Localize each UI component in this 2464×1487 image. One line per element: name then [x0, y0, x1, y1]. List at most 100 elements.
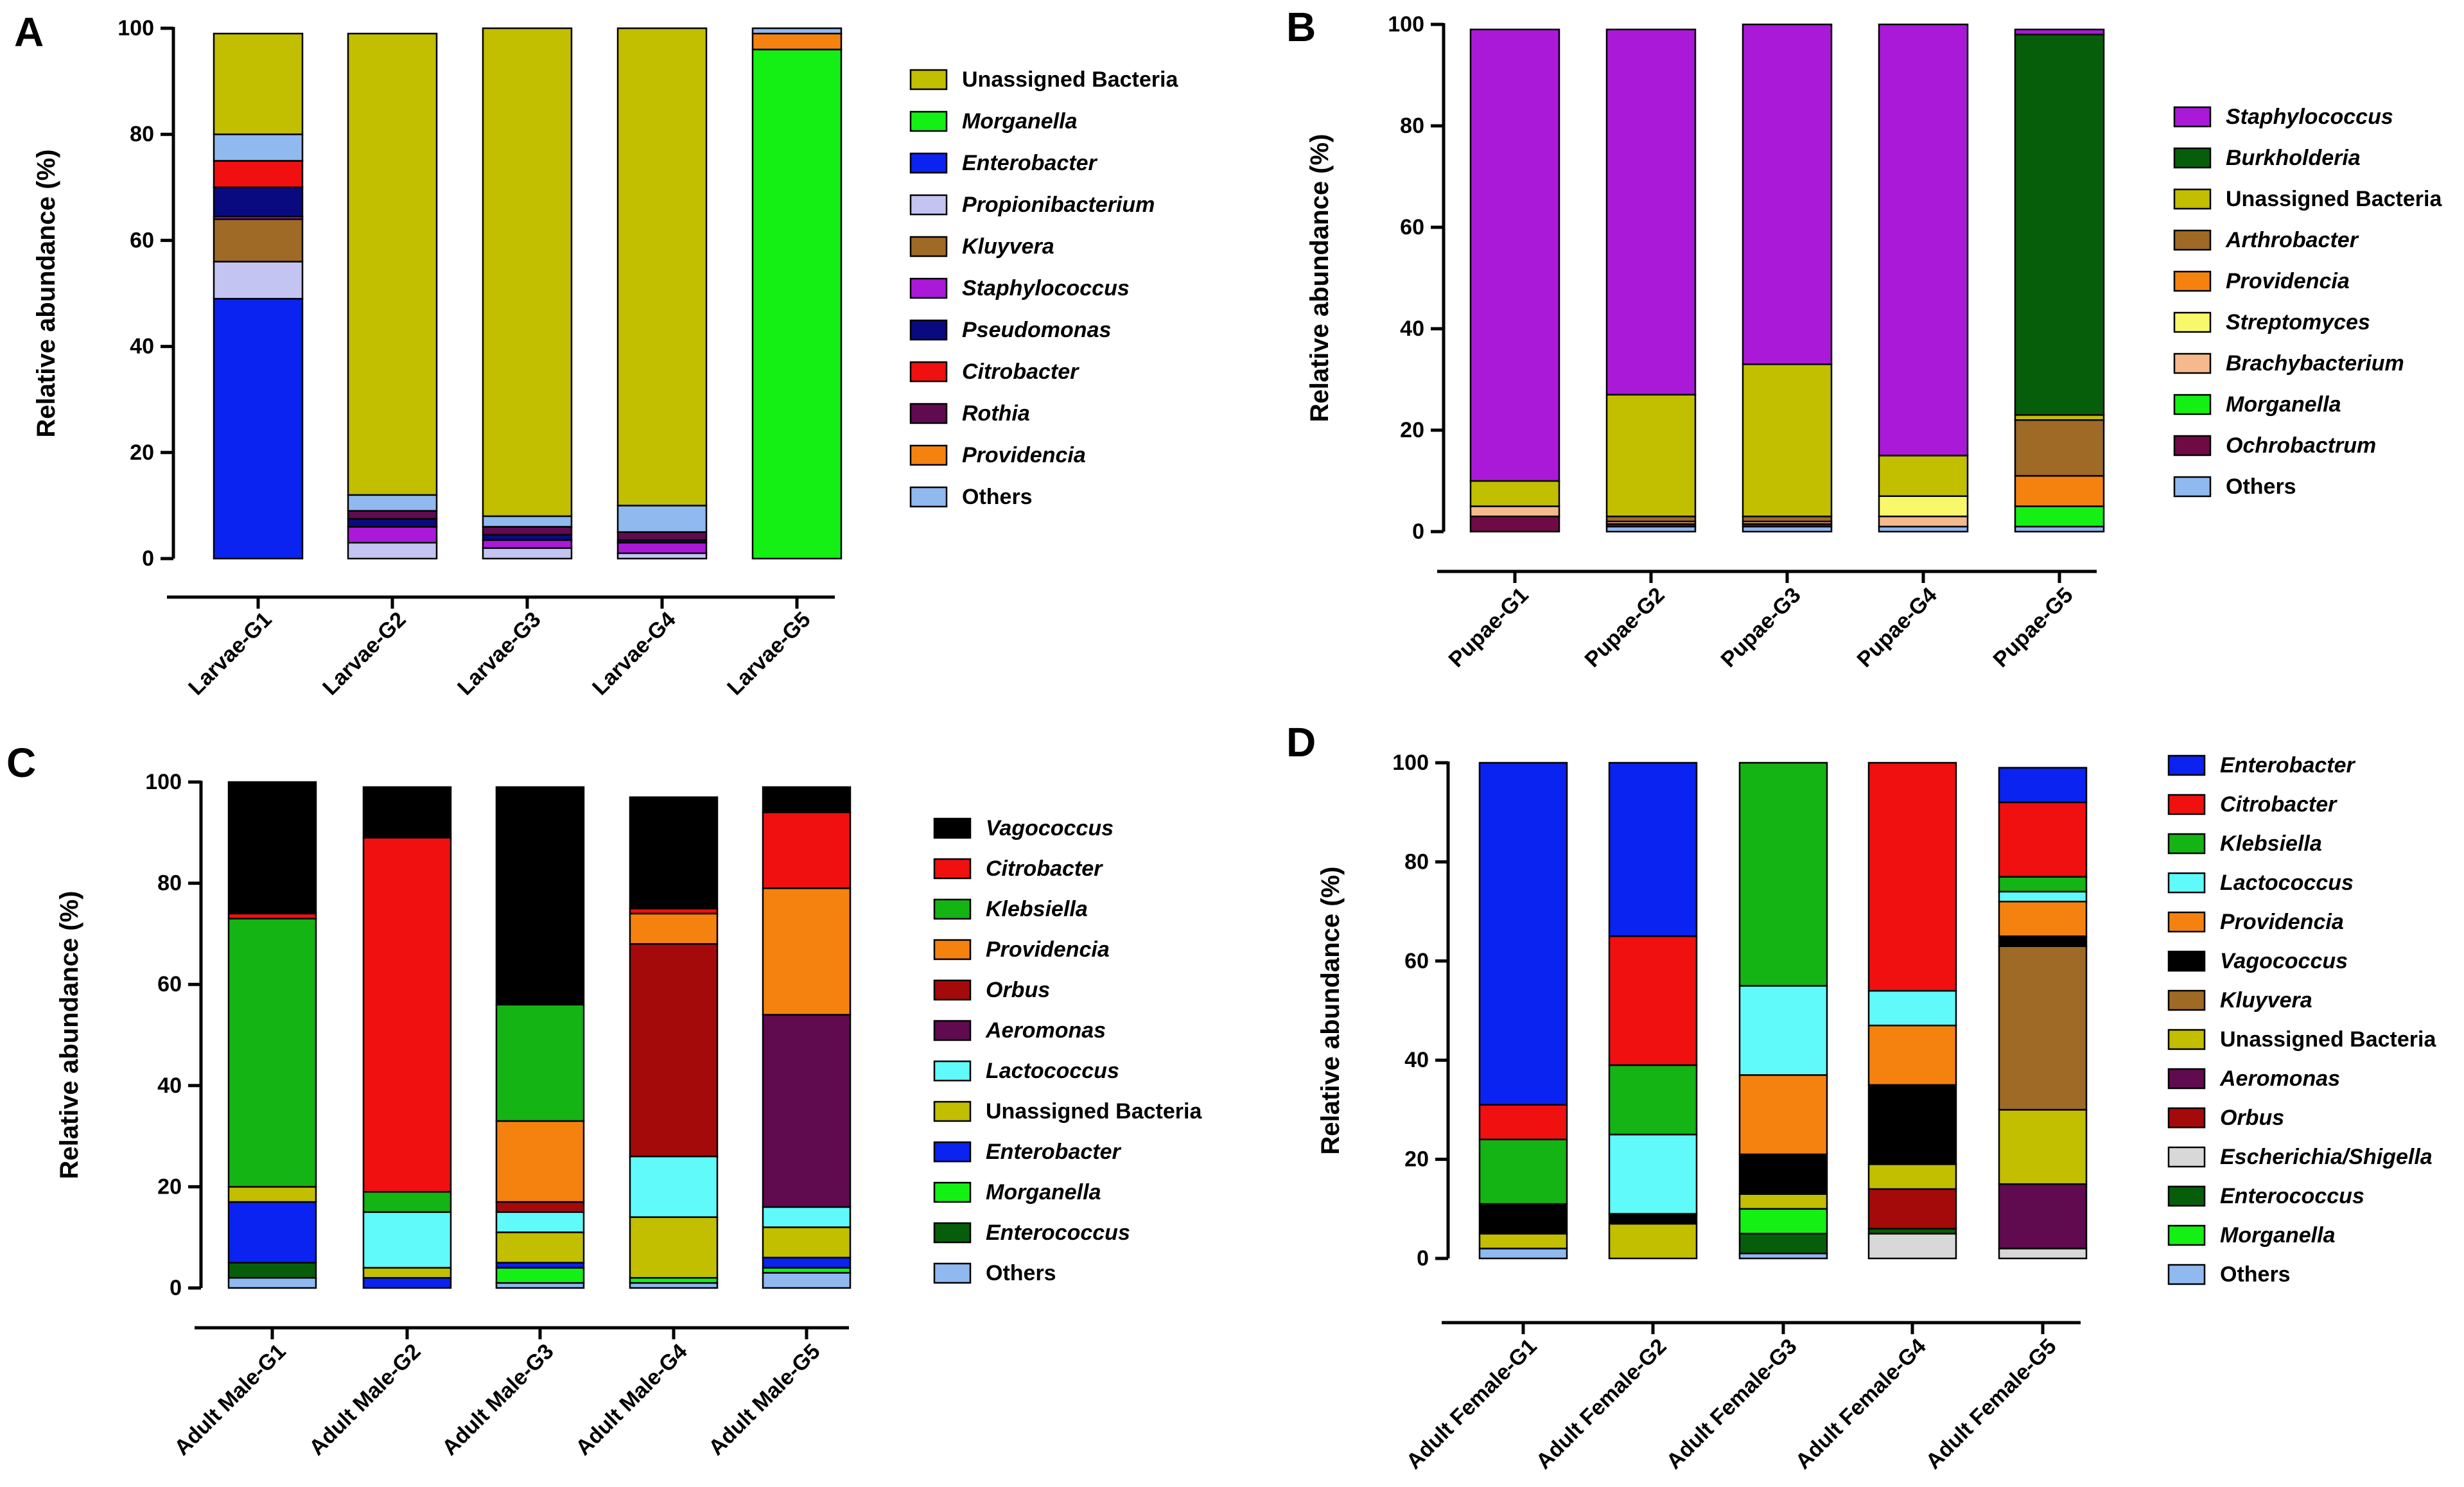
- bar-segment-unassigned-bacteria: [362, 1267, 452, 1279]
- legend-swatch-enterococcus: [2167, 1185, 2206, 1207]
- legend-swatch-orbus: [933, 979, 972, 1001]
- bar-segment-orbus: [629, 943, 719, 1158]
- category-label: Adult Female-G1: [1402, 1334, 1542, 1474]
- legend-swatch-ochrobactrum: [2173, 435, 2212, 457]
- legend-swatch-streptomyces: [2173, 311, 2212, 333]
- bar-segment-staphylococcus: [347, 526, 438, 544]
- y-tick-label: 40: [1400, 317, 1424, 341]
- bar-segment-klebsiella: [1478, 1138, 1568, 1205]
- category-label: Adult Female-G3: [1662, 1334, 1802, 1474]
- legend-label-providencia: Providencia: [2220, 910, 2344, 934]
- legend-swatch-providencia: [2173, 270, 2212, 292]
- bar-segment-streptomyces: [1878, 495, 1969, 517]
- legend-swatch-burkholderia: [2173, 147, 2212, 169]
- bar-segment-morganella: [2014, 505, 2105, 528]
- legend-swatch-enterobacter: [909, 152, 948, 174]
- panel-a: A Relative abundance (%) 0 20 40 60 80 100 Larva…: [14, 9, 1178, 700]
- bar-segment-others: [751, 27, 843, 35]
- legend-swatch-aeromonas: [933, 1020, 972, 1041]
- bar-segment-staphylococcus: [2014, 28, 2105, 36]
- legend-swatch-vagococcus: [933, 817, 972, 839]
- legend-swatch-arthrobacter: [2173, 229, 2212, 251]
- y-tick-label: 60: [1404, 949, 1429, 973]
- legend-label-kluyvera: Kluyvera: [962, 234, 1054, 259]
- bar-segment-providencia: [629, 912, 719, 945]
- y-tick-label: 20: [130, 440, 154, 465]
- bar-segment-providencia: [1867, 1024, 1957, 1086]
- bar-segment-enterococcus: [227, 1262, 317, 1279]
- bar-segment-orbus: [495, 1201, 585, 1213]
- bar-segment-staphylococcus: [1605, 28, 1697, 396]
- bar-segment-citrobacter: [1608, 935, 1698, 1066]
- bar-segment-staphylococcus: [1742, 23, 1833, 365]
- legend-label-unassigned-bacteria: Unassigned Bacteria: [986, 1099, 1202, 1124]
- bar-segment-enterobacter: [362, 1276, 452, 1289]
- bar-segment-enterobacter: [227, 1201, 317, 1264]
- bar-segment-providencia: [751, 33, 843, 51]
- legend-label-enterobacter: Enterobacter: [986, 1140, 1121, 1164]
- bar-segment-unassigned-bacteria: [1998, 1109, 2088, 1185]
- bar-segment-providencia: [762, 887, 852, 1016]
- legend-swatch-kluyvera: [2167, 989, 2206, 1011]
- bar-segment-unassigned-bacteria: [1605, 394, 1697, 517]
- bar-segment-unassigned-bacteria: [1742, 363, 1833, 517]
- y-tick-label: 20: [1404, 1147, 1429, 1172]
- legend-swatch-providencia: [909, 444, 948, 466]
- legend-swatch-staphylococcus: [2173, 106, 2212, 128]
- legend-swatch-unassigned-bacteria: [2173, 188, 2212, 210]
- y-tick-label: 0: [1412, 519, 1424, 544]
- bar-segment-vagococcus: [362, 786, 452, 839]
- panel-letter: D: [1286, 719, 1316, 765]
- bar-segment-staphylococcus: [1469, 28, 1560, 482]
- bar-segment-unassigned-bacteria: [227, 1186, 317, 1203]
- legend-swatch-unassigned-bacteria: [933, 1100, 972, 1122]
- legend-swatch-klebsiella: [933, 898, 972, 920]
- bar-segment-citrobacter: [1867, 761, 1957, 992]
- y-tick-label: 100: [1392, 751, 1429, 775]
- panel-c: C Relative abundance (%) 0 20 40 60 80 100 Adult…: [6, 740, 1202, 1460]
- bar-segment-citrobacter: [1998, 801, 2088, 878]
- legend-swatch-providencia: [2167, 911, 2206, 933]
- bar-segment-providencia: [1998, 900, 2088, 937]
- legend-label-vagococcus: Vagococcus: [986, 816, 1114, 840]
- bar-segment-citrobacter: [213, 160, 304, 189]
- bar-segment-lactococcus: [762, 1206, 852, 1228]
- category-label: Adult Female-G4: [1791, 1334, 1931, 1474]
- bar-segment-klebsiella: [1738, 761, 1828, 987]
- category-label: Adult Female-G5: [1921, 1334, 2061, 1474]
- legend-label-enterococcus: Enterococcus: [2220, 1184, 2364, 1208]
- legend-swatch-lactococcus: [2167, 872, 2206, 894]
- bar-segment-unassigned-bacteria: [1608, 1222, 1698, 1260]
- legend-label-citrobacter: Citrobacter: [962, 360, 1079, 384]
- bar-segment-klebsiella: [1608, 1064, 1698, 1136]
- category-label: Adult Male-G3: [437, 1339, 558, 1460]
- y-axis-label: Relative abundance (%): [32, 149, 60, 437]
- legend-swatch-morganella: [2173, 394, 2212, 415]
- legend-swatch-unassigned-bacteria: [909, 69, 948, 91]
- legend-swatch-others: [909, 486, 948, 508]
- legend-swatch-others: [933, 1262, 972, 1284]
- bar-segment-others: [227, 1276, 317, 1289]
- y-tick-label: 20: [1400, 418, 1424, 442]
- y-tick-label: 60: [157, 972, 182, 996]
- legend-swatch-citrobacter: [2167, 794, 2206, 815]
- bar-segment-citrobacter: [762, 812, 852, 889]
- bar-segment-providencia: [495, 1120, 585, 1203]
- y-tick-label: 0: [1417, 1246, 1429, 1271]
- bar-segment-brachybacterium: [1878, 516, 1969, 528]
- y-tick-label: 100: [145, 770, 182, 794]
- bar-segment-unassigned-bacteria: [495, 1231, 585, 1264]
- bar-segment-escherichia-shigella: [1867, 1233, 1957, 1260]
- legend-label-klebsiella: Klebsiella: [2220, 831, 2322, 856]
- legend-label-aeromonas: Aeromonas: [985, 1018, 1106, 1043]
- legend-swatch-vagococcus: [2167, 950, 2206, 972]
- category-label: Adult Male-G1: [170, 1339, 290, 1460]
- bar-segment-others: [616, 505, 708, 533]
- bar-segment-staphylococcus: [482, 539, 573, 549]
- bar-segment-others: [347, 494, 438, 512]
- bar-segment-klebsiella: [227, 917, 317, 1188]
- bar-segment-lactococcus: [1608, 1133, 1698, 1215]
- category-label: Larvae-G3: [453, 607, 545, 700]
- bar-segment-enterobacter: [762, 1257, 852, 1269]
- bar-segment-klebsiella: [495, 1004, 585, 1122]
